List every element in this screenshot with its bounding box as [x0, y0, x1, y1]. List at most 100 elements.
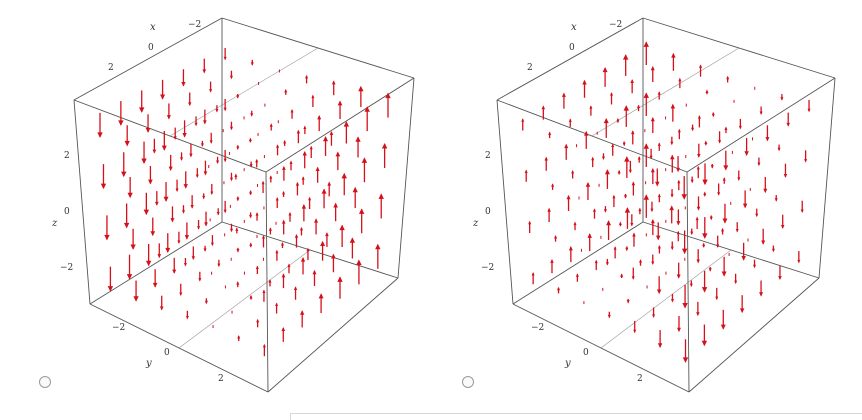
- field-arrow: [702, 242, 706, 248]
- field-arrow: [735, 222, 739, 233]
- field-arrow: [121, 152, 127, 178]
- field-arrow: [564, 143, 569, 160]
- field-arrow: [296, 129, 301, 144]
- field-arrow: [306, 247, 310, 261]
- field-arrow: [761, 228, 766, 245]
- field-arrow: [223, 48, 227, 61]
- field-arrow: [250, 110, 254, 117]
- field-arrow: [702, 217, 708, 239]
- field-arrow: [236, 145, 240, 151]
- field-arrow: [305, 74, 309, 84]
- field-arrow: [303, 125, 307, 135]
- field-arrow: [652, 307, 656, 318]
- field-arrow: [223, 149, 227, 163]
- field-arrow: [716, 235, 720, 248]
- field-arrow: [676, 156, 681, 173]
- plot-1-x-tick: 0: [148, 43, 154, 53]
- field-arrow: [670, 241, 674, 251]
- box-edge: [496, 17, 644, 101]
- box-edge: [496, 99, 514, 305]
- field-arrow: [696, 301, 700, 317]
- field-arrow: [293, 286, 298, 300]
- field-arrow: [763, 177, 768, 194]
- field-arrow: [165, 233, 171, 254]
- field-arrow: [301, 204, 307, 222]
- answer-panel-edge: [290, 413, 862, 420]
- field-arrow: [701, 324, 708, 347]
- field-arrow: [327, 181, 332, 197]
- field-arrow: [780, 94, 784, 101]
- field-arrow: [210, 235, 214, 247]
- field-arrow: [620, 273, 624, 279]
- field-arrow: [204, 298, 208, 305]
- field-arrow: [335, 151, 341, 171]
- field-arrow: [655, 168, 660, 187]
- field-arrow: [166, 103, 171, 120]
- field-arrow: [561, 92, 566, 109]
- field-arrow: [250, 59, 254, 66]
- field-arrow: [202, 193, 206, 200]
- field-arrow: [632, 232, 636, 247]
- field-arrow: [678, 77, 682, 89]
- field-arrow: [695, 216, 699, 229]
- field-arrow: [337, 276, 343, 299]
- field-arrow: [631, 130, 635, 145]
- plot-1-z-tick: −2: [60, 263, 73, 273]
- field-arrow: [759, 106, 763, 116]
- field-arrow: [656, 276, 662, 295]
- plot-1-x-axis-name: x: [150, 22, 156, 33]
- field-arrow: [229, 172, 233, 182]
- field-arrow: [123, 203, 130, 229]
- field-arrow: [275, 249, 279, 261]
- field-arrow: [774, 195, 778, 202]
- field-arrow: [203, 109, 207, 125]
- field-arrow: [288, 211, 292, 222]
- field-arrow: [524, 169, 528, 182]
- field-arrow: [312, 269, 317, 286]
- field-arrow: [742, 190, 748, 209]
- field-arrow: [587, 233, 592, 252]
- field-arrow: [209, 132, 213, 144]
- field-arrow: [610, 92, 614, 105]
- field-arrow: [681, 230, 688, 255]
- field-arrow: [262, 289, 266, 302]
- field-arrow: [677, 179, 681, 191]
- field-arrow: [168, 154, 173, 171]
- field-arrow: [150, 217, 156, 237]
- option-1-radio[interactable]: [39, 376, 51, 388]
- field-arrow: [702, 163, 708, 186]
- field-arrow: [289, 160, 293, 171]
- field-arrow: [256, 318, 260, 328]
- field-arrow: [657, 91, 661, 100]
- box-edge: [397, 77, 415, 279]
- field-arrow: [323, 136, 329, 156]
- field-arrow: [671, 52, 676, 71]
- field-arrow: [548, 131, 552, 139]
- field-arrow: [268, 227, 272, 235]
- field-arrow: [690, 176, 694, 184]
- box-edge: [512, 221, 644, 305]
- field-arrow: [670, 136, 674, 146]
- field-arrow: [612, 194, 616, 208]
- plot-1-y-tick: 2: [218, 374, 224, 384]
- plot-1-z-tick: 2: [64, 151, 70, 161]
- plot-2-y-tick: 2: [637, 374, 643, 384]
- field-arrow: [281, 327, 286, 342]
- plot-1-z-axis-name: z: [51, 218, 58, 229]
- box-edge: [265, 77, 415, 173]
- field-arrow: [190, 195, 194, 209]
- field-arrow: [676, 230, 680, 242]
- field-arrow: [650, 116, 655, 134]
- field-arrow: [711, 112, 715, 118]
- plot-2-y-tick: 0: [583, 348, 589, 358]
- option-2-radio[interactable]: [462, 376, 474, 388]
- field-arrow: [127, 177, 133, 199]
- field-arrow: [229, 70, 233, 80]
- field-arrow: [630, 214, 634, 227]
- field-arrow: [771, 245, 775, 253]
- field-arrow: [311, 94, 315, 107]
- plot-1-z-tick: 0: [64, 207, 70, 217]
- field-arrow: [631, 267, 635, 280]
- field-arrow: [204, 211, 208, 227]
- field-arrow: [722, 177, 726, 184]
